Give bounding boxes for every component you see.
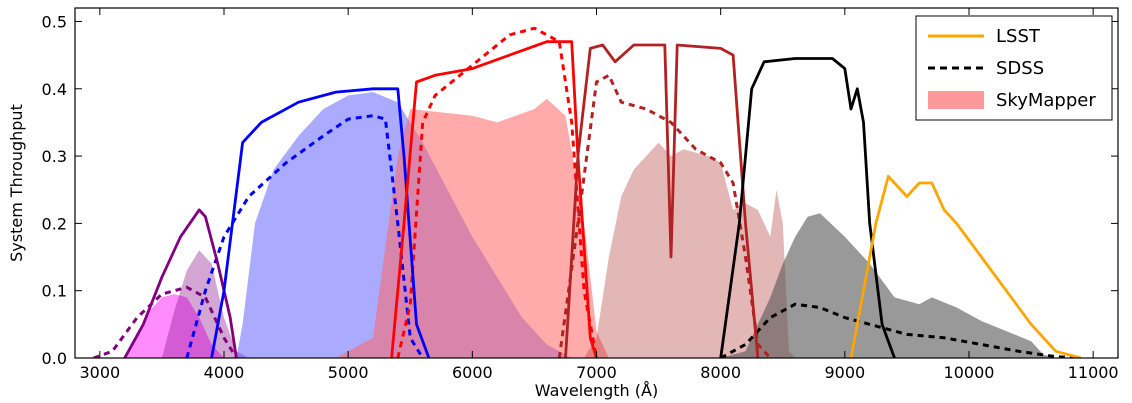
sdss-band-line-9 bbox=[557, 73, 772, 358]
sdss-band-line-7 bbox=[185, 114, 424, 358]
plot-area bbox=[93, 26, 1082, 358]
x-tick-label-7: 10000 bbox=[944, 363, 995, 382]
y-tick-label-5: 0.5 bbox=[42, 12, 67, 31]
legend-swatch-2 bbox=[928, 91, 984, 109]
x-tick-label-8: 11000 bbox=[1068, 363, 1119, 382]
legend: LSST SDSS SkyMapper bbox=[915, 15, 1113, 121]
legend-label-1: SDSS bbox=[996, 58, 1044, 79]
skymapper-band-area-5 bbox=[720, 213, 1056, 358]
y-tick-label-4: 0.4 bbox=[42, 80, 67, 99]
skymapper-band-area-0 bbox=[124, 294, 224, 358]
lsst-band-line-14 bbox=[564, 43, 760, 358]
x-tick-label-0: 3000 bbox=[79, 363, 120, 382]
skymapper-band-area-1 bbox=[161, 250, 249, 358]
sdss-band-line-10 bbox=[719, 302, 1081, 358]
y-tick-label-2: 0.2 bbox=[42, 214, 67, 233]
x-axis-label: Wavelength (Å) bbox=[535, 381, 658, 400]
y-tick-label-3: 0.3 bbox=[42, 147, 67, 166]
x-tick-label-4: 7000 bbox=[576, 363, 617, 382]
axes: 3000 4000 5000 6000 7000 8000 9000 10000 11000 0.… bbox=[42, 7, 1119, 382]
x-tick-label-3: 6000 bbox=[452, 363, 493, 382]
y-tick-label-0: 0.0 bbox=[42, 349, 67, 368]
lsst-band-line-11 bbox=[123, 208, 238, 358]
legend-label-2: SkyMapper bbox=[996, 90, 1096, 111]
lsst-band-line-15 bbox=[719, 57, 896, 358]
x-tick-label-5: 8000 bbox=[700, 363, 741, 382]
y-axis-label: System Throughput bbox=[7, 104, 26, 262]
y-tick-label-1: 0.1 bbox=[42, 282, 67, 301]
x-tick-label-6: 9000 bbox=[824, 363, 865, 382]
legend-label-0: LSST bbox=[996, 26, 1041, 47]
x-tick-label-1: 4000 bbox=[204, 363, 245, 382]
lsst-band-line-16 bbox=[849, 174, 1082, 358]
skymapper-band-area-4 bbox=[584, 142, 796, 358]
sdss-band-line-6 bbox=[93, 285, 238, 358]
x-tick-label-2: 5000 bbox=[328, 363, 369, 382]
lsst-band-line-13 bbox=[390, 40, 598, 358]
lsst-band-line-12 bbox=[210, 87, 431, 358]
